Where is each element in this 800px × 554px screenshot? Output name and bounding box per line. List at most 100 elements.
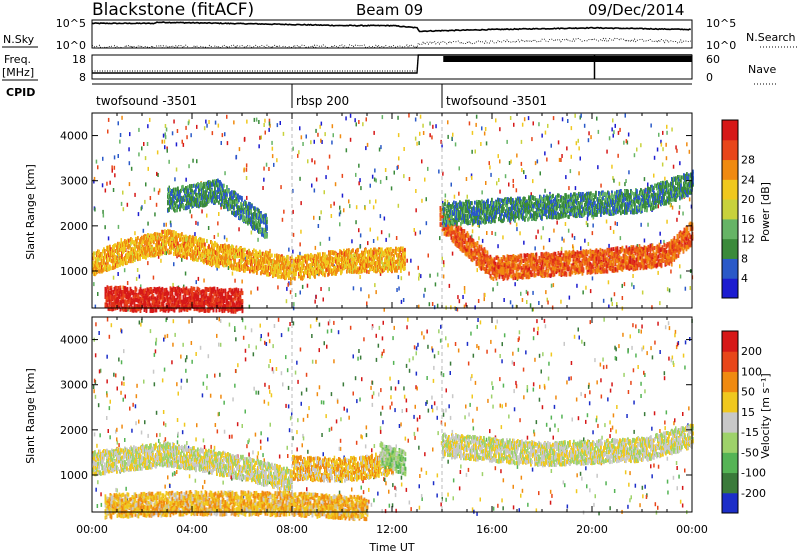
power-band-cell: [139, 238, 141, 243]
power-speckle: [613, 130, 615, 135]
power-band-cell: [381, 260, 383, 265]
power-speckle: [262, 186, 264, 190]
power-speckle: [532, 290, 534, 295]
power-band-cell: [235, 266, 237, 271]
power-band-cell: [266, 272, 268, 277]
power-band-cell: [213, 250, 215, 255]
power-band-cell: [328, 265, 330, 270]
power-band-cell: [313, 269, 315, 274]
power-band-cell: [323, 253, 325, 258]
power-band-cell: [403, 267, 405, 271]
power-band-cell: [398, 261, 400, 266]
power-speckle: [104, 188, 107, 193]
power-band-cell: [135, 244, 137, 249]
power-band-cell: [98, 262, 100, 267]
power-band-cell: [278, 268, 280, 273]
power-band-cell: [156, 251, 158, 256]
power-band-cell: [267, 272, 269, 277]
power-band-cell: [122, 259, 124, 264]
power-band-cell: [301, 266, 303, 270]
power-band-cell: [161, 291, 164, 296]
power-band-cell: [154, 247, 156, 252]
power-band-cell: [166, 298, 169, 303]
power-speckle: [147, 221, 149, 226]
power-band-cell: [210, 247, 212, 252]
power-band-cell: [174, 301, 177, 306]
power-band-cell: [315, 256, 317, 261]
power-band-cell: [137, 297, 140, 302]
power-band-cell: [340, 271, 342, 276]
power-speckle: [684, 286, 687, 291]
power-speckle: [403, 147, 405, 151]
power-band-cell: [169, 229, 171, 234]
power-band-cell: [216, 257, 218, 262]
power-band-cell: [139, 296, 142, 301]
power-band-cell: [280, 257, 282, 262]
power-band-cell: [402, 263, 404, 268]
power-band-cell: [164, 297, 167, 302]
power-band-cell: [326, 257, 328, 262]
power-band-cell: [457, 228, 460, 232]
power-band-cell: [112, 266, 114, 270]
power-speckle: [182, 142, 185, 147]
power-speckle: [365, 117, 367, 122]
power-band-cell: [97, 255, 99, 260]
power-speckle: [643, 238, 646, 243]
power-band-cell: [389, 261, 391, 266]
power-band-cell: [185, 299, 188, 304]
power-speckle: [542, 245, 545, 250]
power-speckle: [650, 123, 652, 128]
power-band-cell: [201, 307, 204, 312]
power-band-cell: [144, 240, 146, 245]
power-speckle: [431, 135, 433, 140]
power-band-cell: [139, 287, 142, 292]
power-speckle: [427, 166, 429, 171]
power-speckle: [471, 234, 473, 239]
power-band-cell: [387, 268, 389, 273]
power-band-cell: [135, 241, 137, 246]
power-speckle: [253, 117, 256, 122]
power-band-cell: [141, 252, 143, 257]
power-band-cell: [152, 299, 155, 304]
power-band-cell: [317, 261, 319, 266]
power-band-cell: [331, 268, 333, 273]
power-band-cell: [151, 238, 153, 243]
power-speckle: [397, 164, 399, 169]
power-speckle: [155, 202, 158, 207]
power-band-cell: [220, 244, 222, 249]
power-band-cell: [107, 293, 110, 298]
power-speckle: [641, 290, 644, 295]
power-speckle: [397, 203, 400, 208]
power-band-cell: [193, 300, 196, 305]
power-band-cell: [348, 259, 350, 264]
power-band-cell: [279, 267, 281, 272]
power-band-cell: [246, 266, 248, 271]
power-band-cell: [283, 268, 285, 273]
power-speckle: [508, 182, 510, 187]
power-band-cell: [141, 242, 143, 247]
power-band-cell: [333, 271, 335, 276]
power-band-cell: [204, 242, 206, 247]
power-band-cell: [373, 265, 375, 270]
power-band-cell: [393, 256, 395, 261]
power-speckle: [395, 236, 398, 240]
power-band-cell: [142, 254, 144, 259]
power-band-cell: [388, 253, 390, 258]
power-band-cell: [303, 255, 305, 260]
power-speckle: [678, 205, 681, 210]
power-band-cell: [379, 269, 381, 274]
power-band-cell: [122, 242, 124, 247]
power-band-cell: [196, 244, 198, 249]
power-band-cell: [224, 288, 227, 293]
power-band-cell: [138, 241, 140, 246]
power-band-cell: [268, 257, 270, 262]
power-band-cell: [220, 256, 222, 261]
cpid-segment-label: twofsound -3501: [446, 94, 547, 108]
power-band-cell: [200, 298, 203, 303]
power-band-cell: [180, 246, 182, 251]
power-speckle: [436, 272, 439, 277]
power-speckle: [351, 239, 353, 244]
power-band-cell: [373, 260, 375, 265]
power-band-cell: [92, 268, 94, 273]
power-band-cell: [210, 301, 213, 306]
